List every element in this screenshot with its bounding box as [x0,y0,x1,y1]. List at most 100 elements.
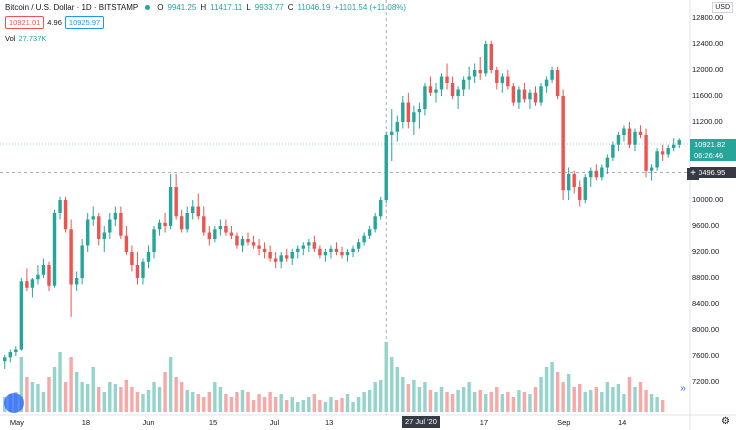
candle-body [74,278,79,285]
crosshair-price-tag: 10496.95 [690,167,736,178]
volume-bar [544,367,549,412]
candle-body [622,128,626,135]
double-chevron-right-icon[interactable]: » [680,383,686,394]
candle-body [52,213,57,286]
volume-bar [69,357,73,412]
candle-body [605,157,610,168]
volume-bar [47,377,51,412]
tradingview-logo-icon[interactable] [4,393,24,413]
candle-body [179,216,184,230]
candle-body [378,200,383,217]
volume-bar [506,392,510,412]
candle-body [566,174,571,191]
candle-body [185,213,189,230]
candle-body [600,167,604,178]
candle-body [113,213,118,220]
candle-body [345,252,350,256]
volume-bar [97,387,101,412]
candle-body [489,44,493,70]
volume-bar [196,394,200,412]
candle-body [307,242,311,246]
volume-bar [135,392,140,412]
candle-body [649,167,654,171]
currency-button[interactable]: USD [712,2,733,13]
candle-body [273,258,278,262]
time-tick-label: 18 [81,418,91,427]
volume-bar [318,400,322,412]
buy-button[interactable]: 10925.97 [64,16,105,29]
candle-body [583,177,587,200]
volume-bar [351,402,355,412]
candle-body [163,222,167,226]
volume-bar [616,384,621,412]
time-tick-label: Sep [557,418,571,427]
candle-body [428,86,433,93]
volume-bar [412,380,416,412]
candle-body [323,252,328,256]
candle-body [157,222,162,230]
volume-bar [296,402,300,412]
candle-body [572,174,576,187]
candle-body [124,235,129,252]
volume-legend[interactable]: Vol 27.737K [5,34,46,43]
candle-body [213,229,217,239]
sell-button[interactable]: 10921.01 [5,16,45,29]
candle-body [14,349,18,353]
candle-body [671,144,676,148]
candle-body [47,265,51,286]
gear-icon[interactable]: ⚙ [721,416,730,427]
volume-bar [285,400,289,412]
candle-body [456,89,460,96]
volume-bar [279,394,283,412]
candle-body [119,213,123,236]
volume-bar [218,387,223,412]
candle-body [290,252,294,259]
plus-icon[interactable]: + [687,168,699,180]
candle-body [130,252,134,265]
volume-bar [52,367,57,412]
market-status-icon [145,5,151,10]
volume-bar [450,394,455,412]
price-tick-label: 9200.00 [692,247,720,256]
volume-bar [495,387,499,412]
volume-bar [434,392,438,412]
time-tick-label: Jul [269,418,280,427]
volume-bar [539,377,543,412]
candle-body [97,216,101,239]
low-value: 9933.77 [254,3,284,12]
candle-body [251,242,256,246]
volume-bar [522,392,527,412]
candle-body [362,235,366,243]
candle-body [445,76,449,83]
candle-body [63,200,68,230]
volume-bar [472,392,477,412]
volume-bar [533,387,538,412]
volume-label: Vol [5,34,16,43]
volume-bar [262,397,267,412]
price-tick-label: 11600.00 [692,91,723,100]
volume-bar [334,400,339,412]
volume-bar [30,382,35,412]
price-tick-label: 12800.00 [692,13,724,22]
symbol-title[interactable]: Bitcoin / U.S. Dollar · 1D · BITSTAMP [5,3,139,12]
candle-body [80,245,84,278]
candle-body [644,135,648,171]
candle-body [423,86,427,109]
candle-body [351,248,355,252]
volume-bar [80,382,84,412]
volume-bar [141,394,145,412]
candle-body [495,70,499,83]
volume-bar [130,387,134,412]
volume-bar [633,387,637,412]
volume-bar [384,342,388,412]
candle-body [240,239,245,246]
change-value: +1101.54 (+11.08%) [334,3,407,12]
price-tick-label: 8400.00 [692,299,720,308]
candle-body [3,357,7,362]
candle-body [36,274,40,280]
candle-body [146,252,151,262]
volume-bar [428,390,433,412]
candle-body [390,131,394,135]
